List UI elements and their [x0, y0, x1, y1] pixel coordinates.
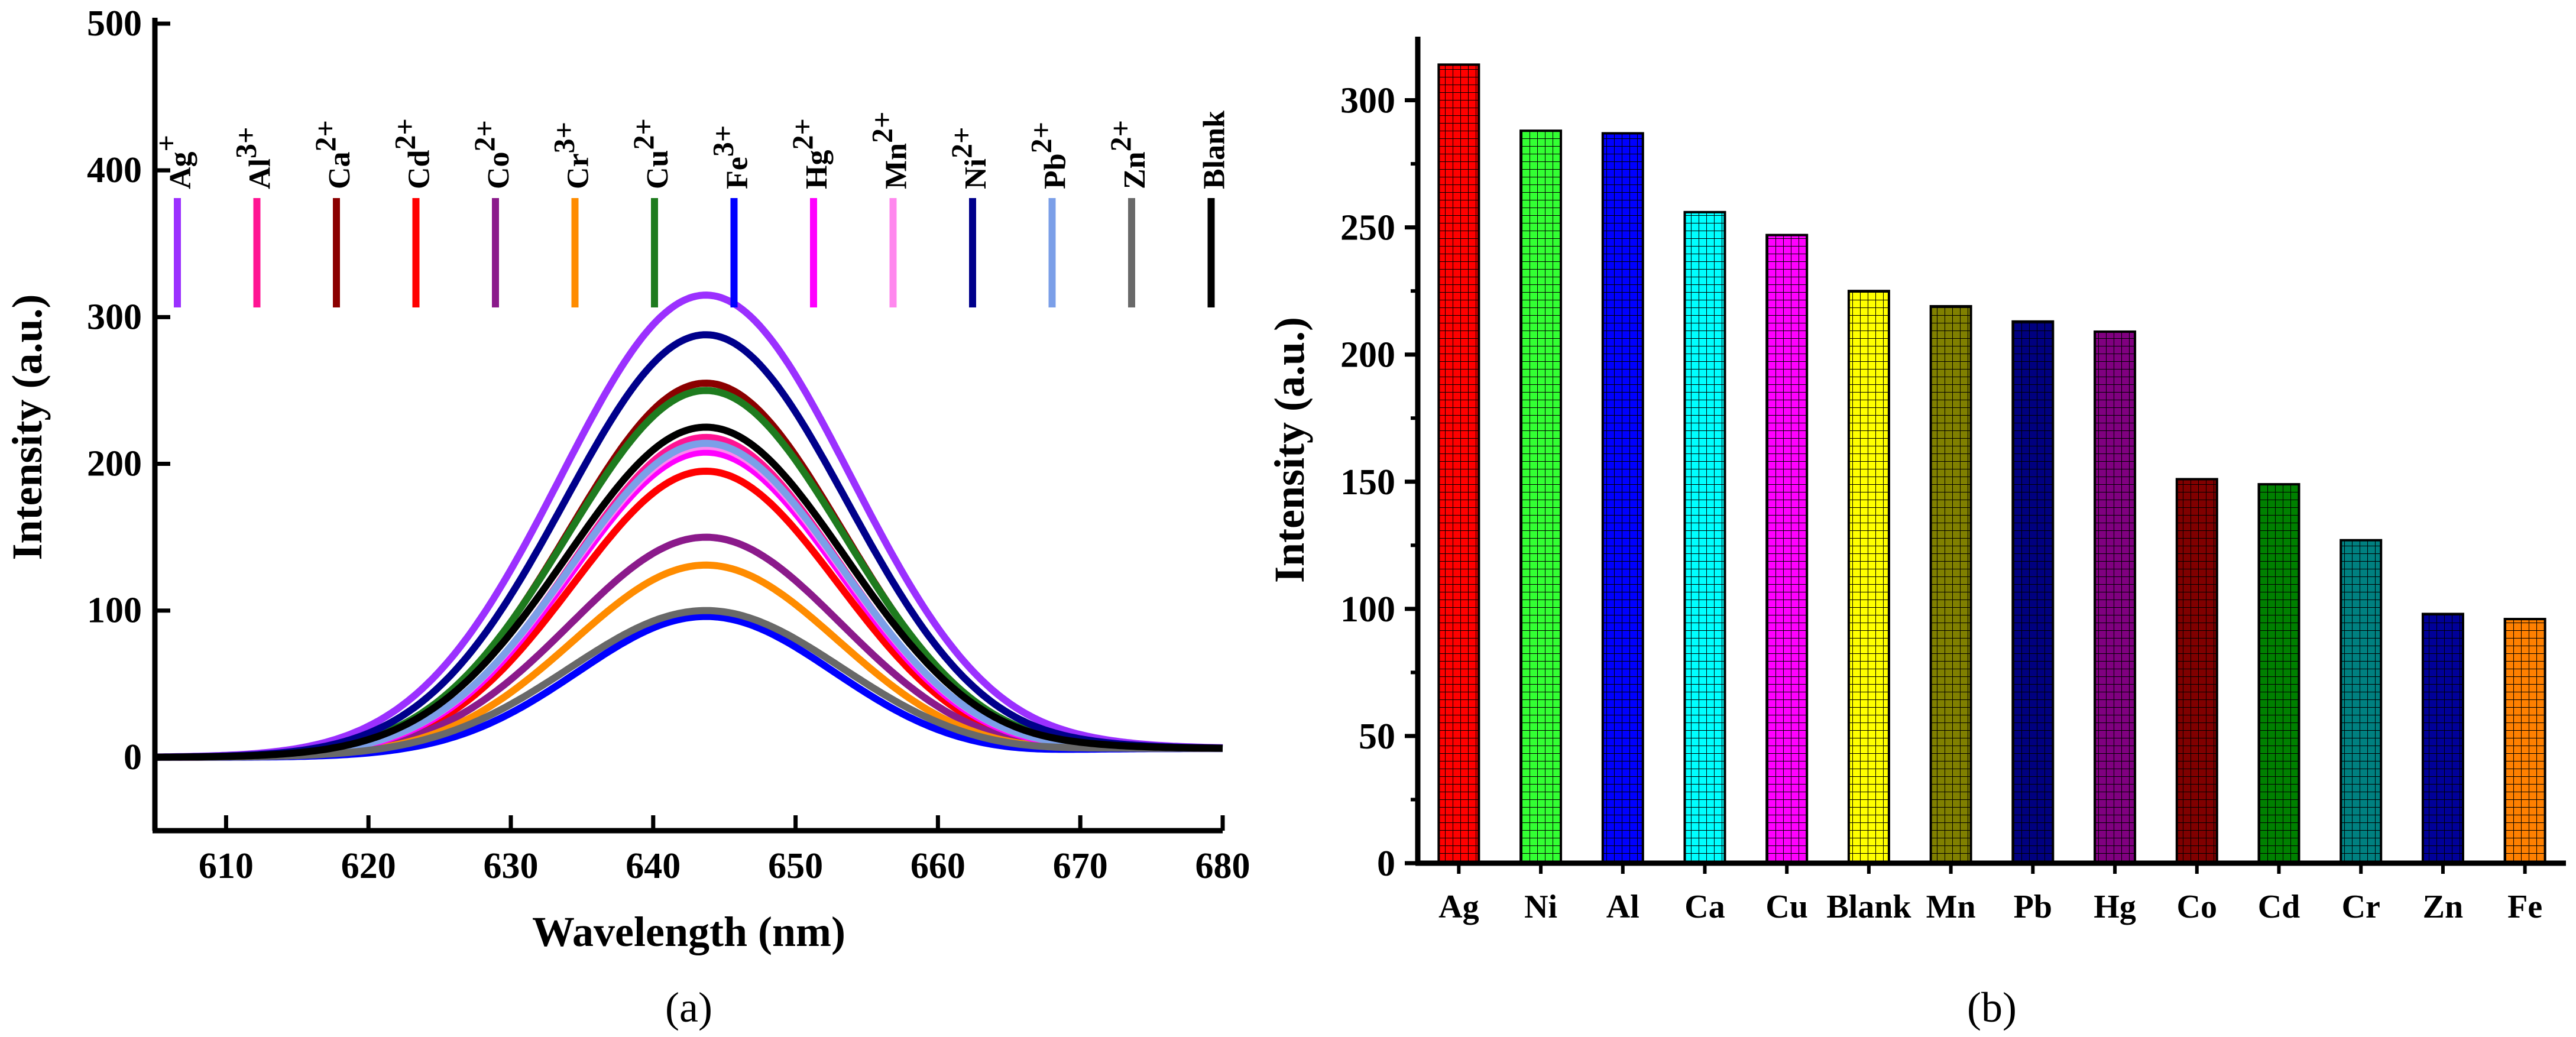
legend-label-cr: Cr3+ [547, 122, 595, 189]
legend-item-hg: Hg2+ [786, 118, 834, 307]
spectra-y-tick-label: 0 [124, 737, 142, 777]
legend-label-cd: Cd2+ [388, 118, 436, 189]
bar-category-label: Hg [2094, 889, 2136, 925]
spectra-x-tick-label: 630 [484, 846, 539, 886]
legend-item-zn: Zn2+ [1104, 120, 1152, 307]
legend-label-fe: Fe3+ [707, 125, 754, 189]
bar-y-tick-label: 300 [1340, 81, 1395, 121]
spectra-y-axis-label: Intensity (a.u.) [4, 294, 51, 560]
legend-label-ni: Ni2+ [945, 127, 993, 190]
legend-label-al: Al3+ [229, 127, 277, 190]
spectrum-line-hg [155, 448, 1223, 761]
bar-hatch-ni [1519, 129, 1563, 864]
legend-label-hg: Hg2+ [786, 118, 834, 189]
spectrum-line-al [155, 433, 1223, 761]
legend-item-cr: Cr3+ [547, 122, 595, 307]
intensity-bar-chart: Ag Ni Al Ca Cu Blank Mn Pb Hg Co Cd Cr Zn Fe 0 50 100 150… [1266, 37, 2566, 1031]
bar-category-label: Al [1606, 889, 1639, 925]
bar-hatch-pb [2011, 320, 2055, 864]
bar-hatch-ag [1437, 63, 1480, 865]
bar-y-tick-label: 0 [1377, 844, 1395, 884]
legend-item-al: Al3+ [229, 127, 277, 307]
spectra-x-tick-label: 650 [768, 846, 823, 886]
legend-label-zn: Zn2+ [1104, 120, 1152, 189]
bar-y-tick-label: 100 [1340, 589, 1395, 630]
spectrum-line-ag [155, 291, 1223, 761]
spectra-x-tick-label: 610 [199, 846, 254, 886]
spectrum-line-ni [154, 331, 1223, 761]
spectra-chart: Ag+Al3+Ca2+Cd2+Co2+Cr3+Cu2+Fe3+Hg2+Mn2+N… [4, 4, 1250, 1031]
legend-label-pb: Pb2+ [1025, 122, 1072, 189]
legend-item-pb: Pb2+ [1025, 122, 1072, 307]
bar-category-label: Mn [1926, 889, 1976, 925]
legend-label-cu: Cu2+ [627, 118, 675, 189]
legend-item-cd: Cd2+ [388, 118, 436, 307]
spectra-x-tick-label: 670 [1053, 846, 1108, 886]
spectra-y-tick-label: 100 [87, 591, 142, 631]
bar-hatch-mn [1929, 304, 1972, 864]
bar-hatch-co [2175, 478, 2218, 864]
spectra-x-tick-label: 680 [1195, 846, 1250, 886]
legend-label-blank: Blank [1198, 111, 1232, 189]
spectra-y-tick-label: 200 [87, 444, 142, 484]
legend-item-cu: Cu2+ [627, 118, 675, 307]
bar-y-tick-label: 50 [1359, 717, 1395, 757]
spectra-y-tick-label: 500 [87, 4, 142, 44]
bar-category-label: Fe [2507, 889, 2542, 925]
legend-item-ca: Ca2+ [309, 120, 357, 307]
legend-label-mn: Mn2+ [866, 112, 913, 190]
spectra-x-axis-label: Wavelength (nm) [532, 908, 845, 955]
spectrum-line-blank [155, 423, 1223, 761]
bar-category-label: Cr [2342, 889, 2380, 925]
legend-label-co: Co2+ [468, 120, 516, 189]
panel-b-label: (b) [1967, 984, 2017, 1031]
bar-hatch-al [1601, 132, 1644, 864]
spectra-legend: Ag+Al3+Ca2+Cd2+Co2+Cr3+Cu2+Fe3+Hg2+Mn2+N… [150, 111, 1232, 307]
bar-hatch-cu [1765, 234, 1809, 864]
bar-hatch-cr [2340, 539, 2383, 864]
bar-y-tick-label: 150 [1340, 462, 1395, 503]
bar-category-label: Zn [2423, 889, 2464, 925]
bar-category-label: Co [2177, 889, 2217, 925]
panel-a-label: (a) [665, 984, 712, 1031]
bar-y-tick-label: 250 [1340, 208, 1395, 248]
legend-item-ni: Ni2+ [945, 127, 993, 307]
legend-item-blank: Blank [1198, 111, 1232, 307]
bar-hatch-blank [1847, 290, 1890, 864]
bar-category-label: Ca [1684, 889, 1725, 925]
bar-hatch-ca [1683, 210, 1726, 864]
legend-item-co: Co2+ [468, 120, 516, 307]
spectra-x-tick-label: 660 [910, 846, 965, 886]
bar-hatch-zn [2421, 613, 2464, 864]
spectrum-line-pb [155, 439, 1223, 761]
legend-item-mn: Mn2+ [866, 112, 913, 307]
bar-y-tick-label: 200 [1340, 335, 1395, 375]
bar-y-axis-label: Intensity (a.u.) [1266, 317, 1313, 583]
spectra-x-tick-label: 640 [626, 846, 681, 886]
bar-category-label: Pb [2014, 889, 2052, 925]
bar-hatch-hg [2094, 330, 2137, 864]
legend-item-fe: Fe3+ [707, 125, 754, 307]
bar-category-label: Ni [1524, 889, 1557, 925]
bar-category-label: Cd [2258, 889, 2300, 925]
legend-label-ca: Ca2+ [309, 120, 357, 189]
spectra-y-tick-label: 300 [87, 297, 142, 337]
bar-hatch-fe [2503, 618, 2546, 865]
bar-category-label: Cu [1765, 889, 1808, 925]
spectra-y-tick-label: 400 [87, 150, 142, 190]
bar-category-label: Blank [1826, 889, 1911, 925]
spectrum-line-zn [155, 607, 1223, 761]
spectra-x-tick-label: 620 [341, 846, 396, 886]
spectrum-line-mn [155, 442, 1223, 761]
bar-category-label: Ag [1438, 889, 1479, 925]
bar-hatch-cd [2257, 483, 2300, 864]
